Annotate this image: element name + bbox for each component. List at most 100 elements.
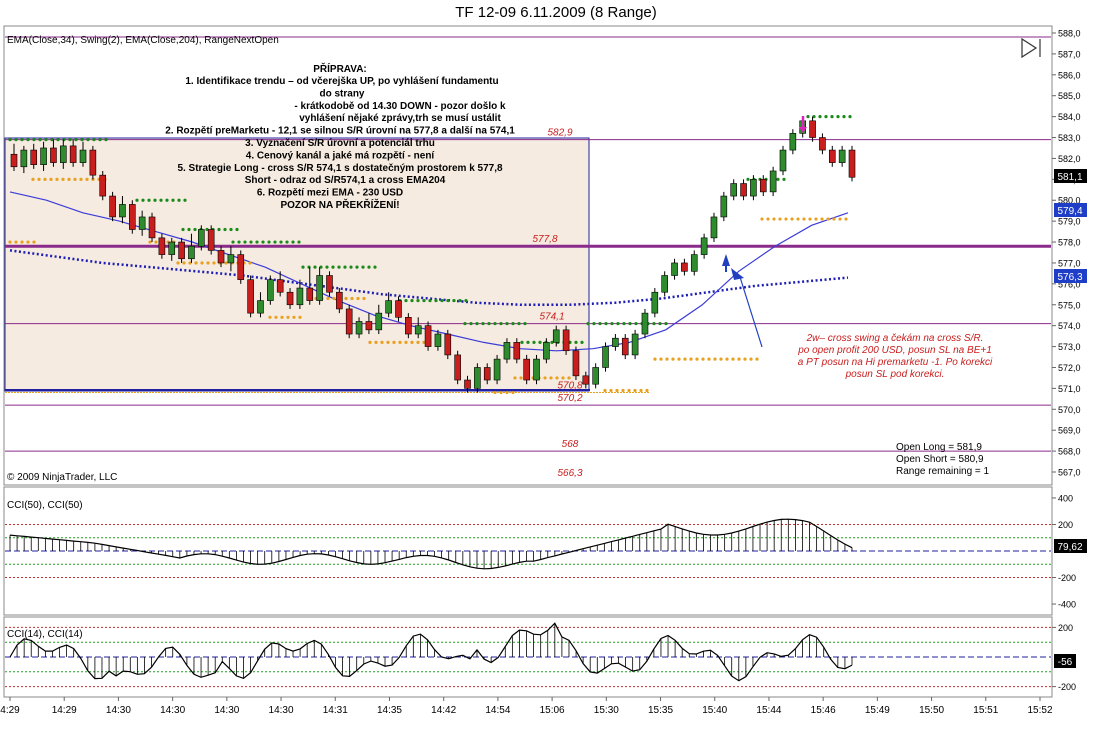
- y-tick-label: 575,0: [1058, 300, 1081, 310]
- swing-low-dot: [194, 261, 198, 265]
- swing-high-dot: [32, 138, 36, 142]
- swing-low-dot: [707, 357, 711, 361]
- candle-body: [464, 379, 471, 389]
- candle-body: [10, 153, 18, 168]
- level-label: 582,9: [547, 128, 572, 139]
- swing-high-dot: [776, 177, 780, 181]
- candle-body: [809, 120, 816, 138]
- swing-high-dot: [806, 115, 810, 119]
- swing-high-dot: [422, 298, 426, 303]
- note-line: 1. Identifikace trendu – od včerejška UP…: [185, 76, 498, 87]
- swing-high-dot: [217, 227, 221, 232]
- swing-high-dot: [44, 138, 48, 142]
- swing-high-dot: [205, 227, 209, 232]
- candle-body: [207, 229, 215, 251]
- y-tick-label: 588,0: [1058, 29, 1081, 39]
- open-info-line: Range remaining = 1: [896, 466, 990, 477]
- swing-low-dot: [511, 390, 515, 395]
- swing-low-dot: [802, 217, 806, 221]
- candle-body: [661, 275, 668, 293]
- swing-high-dot: [98, 138, 102, 142]
- candle-body: [414, 325, 422, 335]
- swing-low-dot: [838, 217, 842, 221]
- svg-text:579,4: 579,4: [1057, 206, 1082, 217]
- candle-body: [188, 245, 195, 260]
- candle-body: [474, 367, 481, 389]
- swing-high-dot: [255, 240, 259, 244]
- swing-low-dot: [784, 217, 788, 221]
- last-price-badge: 581,1: [1054, 169, 1087, 183]
- swing-high-dot: [235, 227, 239, 232]
- swing-low-dot: [392, 340, 396, 344]
- note-line: vyhlášení nějaké zprávy,trh se musí ustá…: [299, 113, 501, 124]
- swing-high-dot: [313, 265, 317, 269]
- swing-high-dot: [428, 298, 432, 303]
- candle-body: [30, 149, 38, 165]
- swing-high-dot: [446, 298, 450, 303]
- swing-high-dot: [165, 198, 169, 202]
- candle-body: [365, 321, 373, 331]
- swing-high-dot: [610, 321, 614, 326]
- candle-body: [227, 254, 235, 264]
- candle-body: [493, 358, 501, 381]
- chart-title: TF 12-09 6.11.2009 (8 Range): [455, 4, 657, 21]
- note-line: 3. Vyznačení S/R úrovní a potenciál trhu: [245, 138, 435, 149]
- svg-text:581,1: 581,1: [1057, 172, 1082, 183]
- swing-high-dot: [171, 198, 175, 202]
- x-tick-label: 15:49: [865, 705, 890, 716]
- level-label: 570,2: [557, 393, 582, 404]
- play-end-icon[interactable]: [1021, 37, 1041, 59]
- candle-body: [99, 174, 107, 197]
- swing-high-dot: [592, 321, 596, 326]
- swing-high-dot: [440, 298, 444, 303]
- swing-high-dot: [523, 321, 527, 326]
- swing-low-dot: [224, 261, 228, 265]
- candle-body: [552, 329, 560, 343]
- x-tick-label: 14:30: [160, 705, 185, 716]
- swing-high-dot: [159, 198, 163, 202]
- x-tick-label: 15:35: [648, 705, 673, 716]
- note-line: do strany: [319, 88, 364, 99]
- candle-body: [129, 204, 136, 230]
- candle-body: [355, 321, 363, 335]
- swing-high-dot: [586, 321, 590, 326]
- open-info-line: Open Short = 580,9: [896, 454, 984, 465]
- candle-body: [434, 333, 442, 347]
- x-tick-label: 14:54: [485, 705, 510, 716]
- candle-body: [483, 367, 491, 381]
- cci14-badge: -56: [1054, 654, 1076, 668]
- swing-low-dot: [695, 357, 699, 361]
- candle-body: [769, 170, 777, 193]
- swing-high-dot: [658, 321, 662, 326]
- swing-high-dot: [104, 138, 108, 142]
- candle-body: [730, 183, 737, 197]
- x-tick-label: 15:46: [811, 705, 836, 716]
- swing-low-dot: [182, 261, 186, 265]
- candle-body: [69, 145, 77, 163]
- candle-body: [503, 342, 511, 360]
- swing-high-dot: [404, 298, 408, 303]
- candle-body: [454, 354, 461, 381]
- swing-high-dot: [68, 138, 72, 142]
- swing-low-dot: [248, 261, 252, 265]
- osc-tick-label: -200: [1058, 573, 1076, 583]
- swing-high-dot: [824, 115, 828, 119]
- swing-high-dot: [836, 115, 840, 119]
- swing-high-dot: [532, 340, 536, 344]
- swing-low-dot: [386, 340, 390, 344]
- copyright-label: © 2009 NinjaTrader, LLC: [7, 472, 117, 483]
- swing-high-dot: [229, 227, 233, 232]
- candle-body: [296, 287, 304, 306]
- swing-high-dot: [147, 198, 151, 202]
- swing-low-dot: [380, 340, 384, 344]
- swing-high-dot: [301, 265, 305, 269]
- swing-high-dot: [746, 177, 750, 181]
- osc-tick-label: 400: [1058, 493, 1073, 503]
- swing-low-dot: [826, 217, 830, 221]
- candle-body: [158, 237, 166, 255]
- x-tick-label: 15:50: [919, 705, 944, 716]
- swing-low-dot: [543, 376, 547, 380]
- candle-body: [740, 183, 747, 197]
- candle-body: [631, 333, 639, 356]
